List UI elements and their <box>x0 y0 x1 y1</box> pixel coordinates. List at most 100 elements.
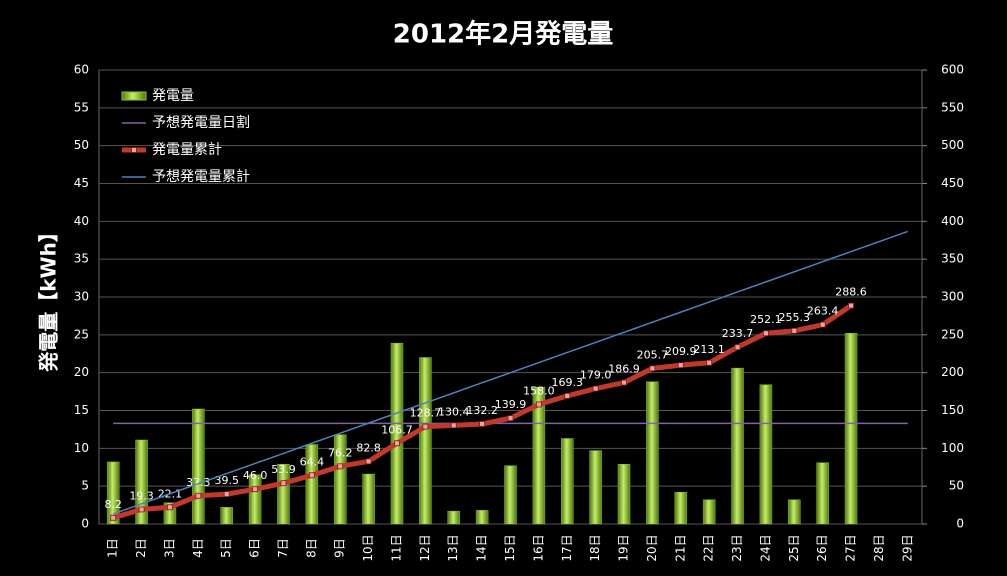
x-tick-label: 27日 <box>844 534 858 561</box>
marker <box>621 379 627 386</box>
x-tick-label: 14日 <box>475 534 489 561</box>
marker <box>422 423 429 430</box>
data-label: 169.3 <box>552 376 584 389</box>
data-label: 252.1 <box>750 313 782 326</box>
data-label: 53.9 <box>271 463 296 476</box>
x-tick-label: 22日 <box>702 534 716 561</box>
y-tick-label: 30 <box>74 290 89 304</box>
y-tick-label: 45 <box>74 176 89 190</box>
line <box>112 230 909 515</box>
data-label: 139.9 <box>495 398 527 411</box>
y-tick-label: 25 <box>74 327 89 341</box>
x-tick-label: 5日 <box>219 538 233 558</box>
marker <box>848 302 854 309</box>
y2-tick-label: 0 <box>956 517 964 531</box>
marker <box>507 415 514 422</box>
y-tick-label: 60 <box>74 63 89 77</box>
chart-title: 2012年2月発電量 <box>393 19 613 50</box>
data-label: 179.0 <box>580 369 612 382</box>
data-label: 205.7 <box>637 348 669 361</box>
x-tick-label: 28日 <box>872 534 886 561</box>
marker <box>223 491 230 498</box>
x-tick-label: 25日 <box>787 534 801 561</box>
bar <box>419 357 432 525</box>
y-tick-label: 35 <box>74 252 89 266</box>
y2-tick-label: 250 <box>941 327 964 341</box>
legend-label: 発電量累計 <box>152 142 222 158</box>
marker <box>110 514 117 521</box>
data-label: 130.4 <box>438 405 470 418</box>
x-tick-label: 16日 <box>531 534 545 561</box>
bar <box>759 384 773 525</box>
y-tick-label: 5 <box>81 479 89 493</box>
data-label: 19.3 <box>129 489 154 502</box>
y-tick-label: 0 <box>81 517 89 531</box>
y2-tick-label: 100 <box>941 441 964 455</box>
legend-marker <box>131 147 137 153</box>
marker <box>706 359 713 366</box>
marker <box>677 362 684 369</box>
marker <box>394 440 400 447</box>
bar <box>589 450 602 525</box>
legend-label: 予想発電量日割 <box>152 114 250 131</box>
data-label: 209.9 <box>665 345 697 358</box>
x-tick-label: 3日 <box>162 538 176 558</box>
x-tick-label: 12日 <box>418 534 432 561</box>
bar <box>220 507 233 525</box>
bar <box>475 510 489 525</box>
marker <box>791 327 798 334</box>
data-label: 64.4 <box>300 455 325 468</box>
x-tick-label: 2日 <box>134 538 148 558</box>
x-tick-label: 11日 <box>389 534 403 561</box>
y2-tick-label: 400 <box>941 214 964 228</box>
bar <box>305 444 319 525</box>
bar <box>447 510 460 525</box>
x-tick-label: 9日 <box>333 538 347 558</box>
x-tick-label: 8日 <box>304 538 318 558</box>
x-tick-label: 20日 <box>645 534 659 561</box>
marker <box>734 344 741 351</box>
y2-tick-label: 600 <box>941 63 964 77</box>
bar <box>731 367 744 525</box>
x-tick-label: 4日 <box>191 538 205 558</box>
data-label: 132.2 <box>466 404 498 417</box>
data-label: 39.5 <box>214 474 239 487</box>
y2-tick-label: 300 <box>941 290 964 304</box>
y-tick-label: 55 <box>74 100 89 114</box>
legend-label: 発電量 <box>152 88 194 104</box>
marker <box>337 463 344 470</box>
bar <box>844 333 858 525</box>
data-label: 46.0 <box>243 469 268 482</box>
x-tick-label: 6日 <box>248 538 262 558</box>
legend-label: 予想発電量累計 <box>152 169 250 185</box>
bar <box>816 462 829 525</box>
marker <box>280 480 287 487</box>
y-tick-label: 20 <box>74 365 89 379</box>
data-label: 158.0 <box>523 384 555 397</box>
bar <box>333 434 347 525</box>
x-tick-label: 15日 <box>503 534 517 561</box>
marker <box>450 422 457 429</box>
x-tick-label: 18日 <box>588 534 602 561</box>
bar <box>674 491 688 525</box>
y2-tick-label: 200 <box>941 365 964 379</box>
marker <box>763 330 769 337</box>
bar <box>646 381 659 525</box>
data-label: 82.8 <box>356 441 381 454</box>
bar <box>561 438 574 525</box>
x-tick-label: 17日 <box>560 534 574 561</box>
marker <box>138 506 145 513</box>
bar <box>390 342 404 525</box>
y2-tick-label: 350 <box>941 252 964 266</box>
x-tick-label: 7日 <box>276 538 290 558</box>
y2-tick-label: 150 <box>941 403 964 417</box>
bar <box>106 461 120 525</box>
marker <box>167 504 173 511</box>
data-label: 106.7 <box>381 423 413 436</box>
marker <box>365 458 372 465</box>
bar <box>617 463 631 525</box>
data-label: 76.2 <box>328 446 353 459</box>
bar <box>702 499 716 525</box>
marker <box>252 486 258 493</box>
